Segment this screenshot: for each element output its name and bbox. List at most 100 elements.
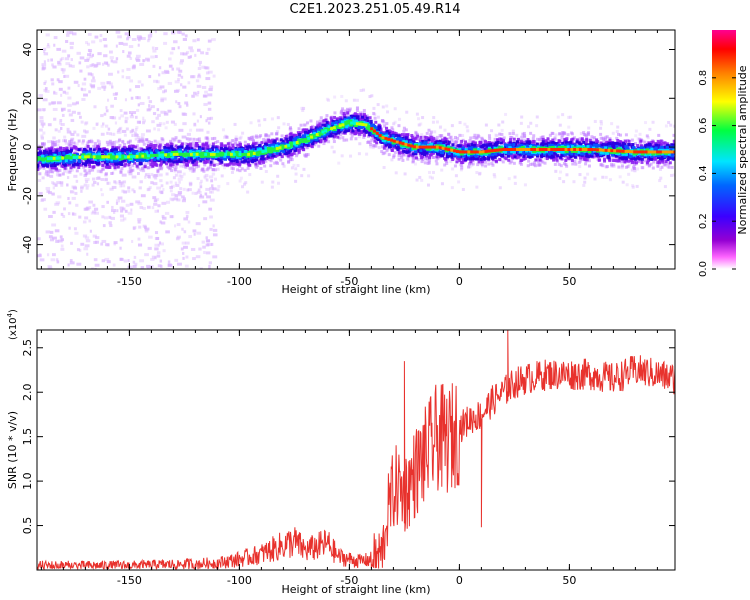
spectrogram-speckle xyxy=(115,201,119,205)
spectrogram-speckle xyxy=(78,115,82,119)
spectrogram-cell xyxy=(532,139,536,143)
spectrogram-speckle xyxy=(62,139,66,143)
spectrogram-speckle xyxy=(608,178,612,182)
spectrogram-speckle xyxy=(427,170,431,174)
spectrogram-speckle xyxy=(135,57,140,61)
spectrogram-cell xyxy=(487,134,491,138)
spectrogram-cell xyxy=(566,156,570,160)
spectrogram-speckle xyxy=(207,70,213,74)
spectrogram-cell xyxy=(532,163,536,167)
spectrogram-cell xyxy=(585,158,589,162)
spectrogram-cell xyxy=(259,157,263,161)
spectrogram-cell xyxy=(173,158,177,162)
spectrogram-speckle xyxy=(106,181,111,185)
spectrogram-cell xyxy=(274,132,278,136)
spectrogram-speckle xyxy=(393,107,397,111)
spectrogram-cell xyxy=(400,156,404,160)
spectrogram-speckle xyxy=(451,141,455,145)
spectrogram-cell xyxy=(255,165,259,169)
spectrogram-cell xyxy=(353,112,357,116)
spectrogram-cell xyxy=(577,153,581,157)
spectrogram-speckle xyxy=(423,154,427,158)
spectrogram-cell xyxy=(400,147,404,151)
spectrogram-speckle xyxy=(86,206,89,210)
spectrogram-speckle xyxy=(86,252,89,256)
spectrogram-cell xyxy=(504,145,508,149)
spectrogram-speckle xyxy=(176,235,181,239)
spectrogram-speckle xyxy=(100,242,104,246)
spectrogram-speckle xyxy=(147,175,151,179)
spectrogram-speckle xyxy=(54,183,58,187)
spectrogram-cell xyxy=(508,154,512,158)
spectrogram-speckle xyxy=(96,182,100,186)
spectrogram-speckle xyxy=(148,75,152,79)
spectrogram-speckle xyxy=(277,126,281,130)
spectrogram-speckle xyxy=(209,215,213,219)
spectrogram-speckle xyxy=(109,116,114,120)
spectrogram-speckle xyxy=(153,202,158,206)
spectrogram-speckle xyxy=(88,200,93,204)
spectrogram-cell xyxy=(375,141,379,145)
spectrogram-speckle xyxy=(62,214,66,218)
spectrogram-cell xyxy=(423,135,427,139)
spectrogram-cell xyxy=(382,146,386,150)
spectrogram-cell xyxy=(216,140,220,144)
spectrogram-speckle xyxy=(68,201,72,205)
spectrogram-cell xyxy=(523,134,527,138)
spectrogram-speckle xyxy=(175,183,180,187)
spectrogram-speckle xyxy=(188,183,192,187)
spectrogram-speckle xyxy=(109,56,114,60)
spectrogram-cell xyxy=(402,129,406,133)
spectrogram-speckle xyxy=(158,66,162,70)
spectrogram-speckle xyxy=(131,239,134,243)
spectrogram-speckle xyxy=(136,108,140,112)
spectrogram-cell xyxy=(544,156,548,160)
spectrogram-cell xyxy=(354,115,358,119)
spectrogram-speckle xyxy=(185,210,190,214)
spectrogram-cell xyxy=(75,169,79,173)
spectrogram-cell xyxy=(434,159,438,163)
spectrogram-cell xyxy=(602,139,606,143)
spectrogram-cell xyxy=(149,165,153,169)
spectrogram-speckle xyxy=(73,130,77,134)
spectrogram-cell xyxy=(362,112,366,116)
spectrogram-cell xyxy=(641,166,645,170)
spectrogram-speckle xyxy=(76,133,80,137)
spectrogram-cell xyxy=(623,160,627,164)
spectrogram-speckle xyxy=(147,34,153,38)
spectrogram-cell xyxy=(358,130,362,134)
spectrogram-speckle xyxy=(91,40,96,44)
spectrogram-cell xyxy=(318,124,322,128)
spectrogram-speckle xyxy=(138,225,142,229)
spectrogram-speckle xyxy=(81,97,86,101)
spectrogram-cell xyxy=(526,164,530,168)
spectrogram-speckle xyxy=(206,117,211,121)
spectrogram-speckle xyxy=(207,39,212,43)
spectrogram-speckle xyxy=(104,178,108,182)
spectrogram-cell xyxy=(230,166,234,170)
spectrogram-speckle xyxy=(122,180,127,184)
spectrogram-speckle xyxy=(67,54,71,58)
spectrogram-speckle xyxy=(97,86,102,90)
spectrogram-speckle xyxy=(171,67,174,71)
spectrogram-speckle xyxy=(43,49,46,53)
spectrogram-speckle xyxy=(46,189,51,193)
spectrogram-speckle xyxy=(106,98,110,102)
spectrogram-cell xyxy=(423,161,427,165)
spectrogram-cell xyxy=(59,146,63,150)
spectrogram-speckle xyxy=(463,122,467,126)
spectrogram-speckle xyxy=(156,108,160,112)
spectrogram-speckle xyxy=(136,136,141,140)
spectrogram-speckle xyxy=(199,185,203,189)
spectrogram-cell xyxy=(259,166,263,170)
spectrogram-cell xyxy=(147,148,151,152)
spectrogram-cell xyxy=(593,136,597,140)
spectrogram-speckle xyxy=(572,180,576,184)
spectrogram-speckle xyxy=(475,171,479,175)
spectrogram-speckle xyxy=(46,45,51,49)
spectrogram-speckle xyxy=(174,173,178,177)
spectrogram-speckle xyxy=(83,174,88,178)
spectrogram-speckle xyxy=(160,221,166,225)
spectrogram-cell xyxy=(55,149,59,153)
spectrogram-speckle xyxy=(174,181,178,185)
